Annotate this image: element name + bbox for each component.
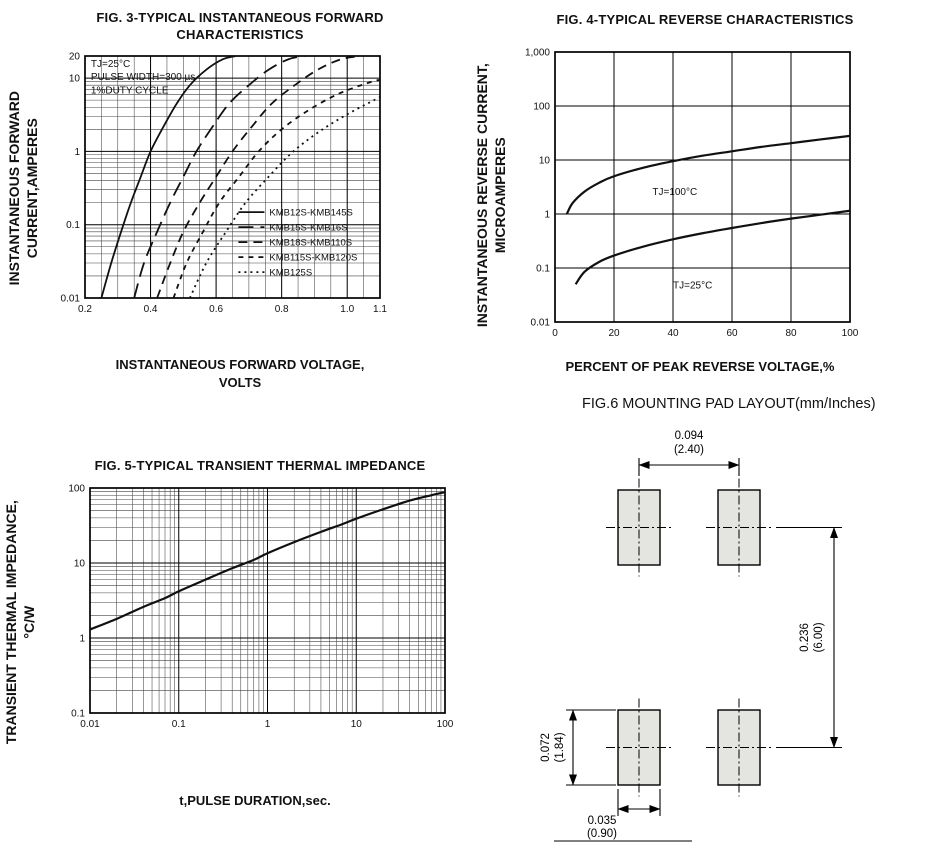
svg-text:0.01: 0.01: [80, 719, 100, 730]
fig4-x-axis-label: PERCENT OF PEAK REVERSE VOLTAGE,%: [565, 359, 835, 374]
dim-pad-pitch-horizontal: 0.094 (2.40): [638, 430, 740, 476]
fig3-y-axis-label: INSTANTANEOUS FORWARD CURRENT,AMPERES: [0, 48, 46, 328]
curve-transient thermal impedance: [90, 491, 445, 631]
fig3-ylabel-line2: CURRENT,AMPERES: [24, 117, 41, 259]
dim-pad-height: 0.072 (1.84): [540, 709, 616, 786]
svg-text:0.1: 0.1: [71, 709, 85, 720]
legend-label: KMB12S-KMB145S: [269, 208, 352, 219]
chart-annotation: TJ=25°C: [673, 280, 712, 291]
legend-label: KMB115S-KMB120S: [269, 253, 357, 264]
pad-bottom-left: [606, 698, 672, 797]
svg-text:10: 10: [351, 719, 363, 730]
curve-KMB15S-KMB16S: [133, 56, 305, 298]
fig3-title-line1: FIG. 3-TYPICAL INSTANTANEOUS FORWARD: [96, 10, 384, 25]
dim-pad-pitch-vertical: 0.236 (6.00): [776, 526, 842, 749]
fig3-xlabel-line2: VOLTS: [218, 374, 262, 390]
svg-text:10: 10: [69, 74, 81, 85]
fig6-mounting-pad-drawing: 0.094 (2.40) 0.236 (6.00): [540, 430, 842, 842]
fig3-chart: 0.2 0.4 0.6 0.8 1.0 1.1 0.01 0.1 1 10 20 TJ=25°C PUL…: [61, 52, 388, 316]
dim-pad-width-mm: (0.90): [587, 828, 617, 840]
svg-text:1.0: 1.0: [340, 304, 354, 315]
fig3-x-axis-label: INSTANTANEOUS FORWARD VOLTAGE, VOLTS: [55, 356, 425, 391]
svg-text:20: 20: [608, 328, 620, 339]
dim-pitch-x-inch: 0.094: [675, 430, 704, 442]
fig4-title: FIG. 4-TYPICAL REVERSE CHARACTERISTICS: [556, 12, 854, 27]
svg-text:80: 80: [785, 328, 797, 339]
svg-text:0: 0: [552, 328, 558, 339]
legend-label: KMB15S-KMB16S: [269, 223, 347, 234]
fig3-xlabel-line1: INSTANTANEOUS FORWARD VOLTAGE,: [115, 357, 365, 372]
svg-text:0.6: 0.6: [209, 304, 223, 315]
svg-text:1: 1: [74, 147, 80, 158]
fig5-x-axis-label: t,PULSE DURATION,sec.: [179, 793, 331, 808]
svg-text:1.1: 1.1: [373, 304, 387, 315]
svg-text:0.8: 0.8: [275, 304, 289, 315]
curve-KMB125S: [189, 96, 380, 298]
chart-annotation: TJ=25°C: [91, 59, 130, 70]
svg-text:100: 100: [842, 328, 859, 339]
svg-text:1: 1: [79, 634, 85, 645]
svg-text:0.1: 0.1: [172, 719, 186, 730]
fig5-y-axis-label: TRANSIENT THERMAL IMPEDANCE, °C/W: [0, 462, 42, 782]
legend-label: KMB18S-KMB110S: [269, 238, 352, 249]
pad-bottom-right: [706, 698, 772, 797]
svg-text:10: 10: [74, 559, 86, 570]
svg-text:10: 10: [539, 156, 551, 167]
fig6-title: FIG.6 MOUNTING PAD LAYOUT(mm/Inches): [582, 396, 876, 412]
dim-pad-width: 0.035 (0.90): [554, 789, 692, 842]
chart-annotation: TJ=100°C: [652, 187, 697, 198]
svg-text:100: 100: [68, 484, 85, 495]
fig3-title: FIG. 3-TYPICAL INSTANTANEOUS FORWARD CHA…: [55, 10, 425, 44]
svg-text:0.1: 0.1: [66, 220, 80, 231]
curve-KMB115S-KMB120S: [172, 78, 380, 298]
fig5-ylabel-line1: TRANSIENT THERMAL IMPEDANCE,: [2, 500, 19, 744]
fig4-chart: 0 20 40 60 80 100 0.01 0.1 1 10 100 1,000 TJ=100°C TJ…: [525, 48, 859, 340]
dim-pad-height-inch: 0.072: [540, 733, 552, 762]
fig3-ylabel-line1: INSTANTANEOUS FORWARD: [5, 90, 22, 286]
svg-text:100: 100: [437, 719, 454, 730]
curve-KMB12S-KMB145S: [100, 56, 237, 298]
curve-KMB18S-KMB110S: [156, 56, 361, 298]
dim-pad-width-inch: 0.035: [588, 815, 617, 827]
fig3-title-line2: CHARACTERISTICS: [176, 26, 304, 42]
svg-text:20: 20: [69, 52, 81, 63]
chart-annotation: PULSE WIDTH=300 µs: [91, 72, 195, 83]
svg-text:40: 40: [667, 328, 679, 339]
pad-top-right: [706, 478, 772, 577]
fig5-title: FIG. 5-TYPICAL TRANSIENT THERMAL IMPEDAN…: [94, 458, 426, 473]
dim-pad-height-mm: (1.84): [554, 732, 566, 762]
svg-text:1: 1: [265, 719, 271, 730]
svg-text:0.4: 0.4: [144, 304, 158, 315]
svg-text:100: 100: [533, 102, 550, 113]
dim-pitch-y-mm: (6.00): [813, 622, 825, 652]
svg-text:60: 60: [726, 328, 738, 339]
dim-pitch-y-inch: 0.236: [799, 623, 811, 652]
svg-text:0.1: 0.1: [536, 264, 550, 275]
svg-text:0.2: 0.2: [78, 304, 92, 315]
dim-pitch-x-mm: (2.40): [674, 444, 704, 456]
svg-text:0.01: 0.01: [531, 318, 551, 329]
curve-TJ=100°C: [565, 134, 850, 215]
pad-top-left: [606, 478, 672, 577]
svg-text:0.01: 0.01: [61, 294, 81, 305]
svg-text:1,000: 1,000: [525, 48, 550, 59]
fig5-ylabel-line2: °C/W: [21, 605, 37, 639]
curve-TJ=25°C: [574, 209, 850, 285]
legend-label: KMB125S: [269, 268, 312, 279]
svg-text:1: 1: [544, 210, 550, 221]
chart-annotation: 1%DUTY CYCLE: [91, 86, 169, 97]
fig4-ylabel-line1: INSTANTANEOUS REVERSE CURRENT,: [473, 63, 490, 327]
